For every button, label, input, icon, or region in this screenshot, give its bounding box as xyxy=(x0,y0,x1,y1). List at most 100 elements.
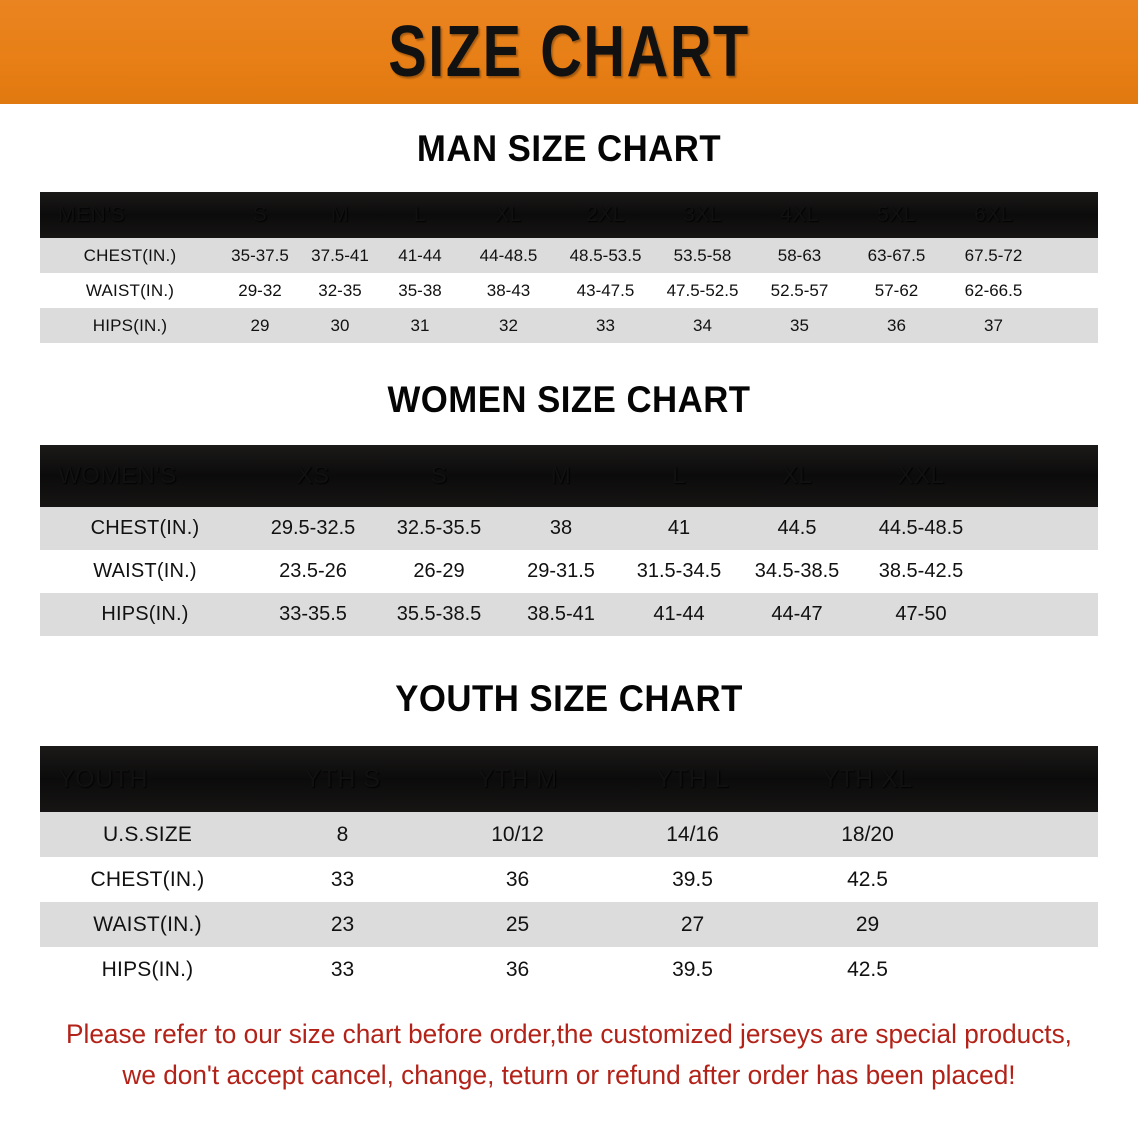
men-hips-4xl: 35 xyxy=(790,315,809,335)
youth-waist-spacer xyxy=(955,902,1098,947)
youth-size-header-s: YTH S xyxy=(304,764,381,793)
men-waist-l: 35-38 xyxy=(398,280,442,300)
youth-waist-xl: 29 xyxy=(855,912,880,936)
youth-ussize-l: 14/16 xyxy=(666,822,719,846)
women-waist-xl: 34.5-38.5 xyxy=(754,560,840,582)
men-waist-5xl: 57-62 xyxy=(874,280,919,300)
page-title: SIZE CHART xyxy=(388,12,750,92)
men-size-header-3xl: 3XL xyxy=(683,203,722,226)
men-chest-xl: 44-48.5 xyxy=(479,245,538,265)
youth-waist-s: 23 xyxy=(330,912,355,936)
men-waist-s: 29-32 xyxy=(238,280,282,300)
table-row: WAIST(IN.) 23 25 27 29 xyxy=(40,902,1098,947)
youth-chest-s: 33 xyxy=(330,867,355,891)
men-hips-m: 30 xyxy=(330,315,350,335)
table-row: HIPS(IN.) 33-35.5 35.5-38.5 38.5-41 41-4… xyxy=(40,593,1098,636)
men-size-header-xl: XL xyxy=(495,203,522,226)
youth-ussize-s: 8 xyxy=(336,822,349,846)
youth-size-header-xl: YTH XL xyxy=(822,764,913,793)
men-chest-5xl: 63-67.5 xyxy=(867,245,926,265)
men-size-header-6xl: 6XL xyxy=(974,203,1013,226)
table-row: WAIST(IN.) 29-32 32-35 35-38 38-43 43-47… xyxy=(40,273,1098,308)
women-hips-m: 38.5-41 xyxy=(527,603,595,625)
table-row: HIPS(IN.) 33 36 39.5 42.5 xyxy=(40,947,1098,992)
youth-size-table: YOUTH YTH S YTH M YTH L YTH XL U.S.SIZE … xyxy=(40,746,1098,992)
youth-waist-m: 25 xyxy=(505,912,530,936)
men-chest-m: 37.5-41 xyxy=(311,245,369,265)
youth-row-label-us-size: U.S.SIZE xyxy=(102,822,193,846)
order-policy-disclaimer: Please refer to our size chart before or… xyxy=(50,1014,1088,1096)
women-table-header-row: WOMEN'S XS S M L XL XXL xyxy=(40,445,1098,507)
men-header-label: MEN'S xyxy=(58,203,126,226)
men-hips-s: 29 xyxy=(250,315,270,335)
table-row: HIPS(IN.) 29 30 31 32 33 34 35 36 37 xyxy=(40,308,1098,343)
table-row: CHEST(IN.) 33 36 39.5 42.5 xyxy=(40,857,1098,902)
women-waist-xs: 23.5-26 xyxy=(279,560,347,582)
men-chest-s: 35-37.5 xyxy=(231,245,289,265)
table-row: WAIST(IN.) 23.5-26 26-29 29-31.5 31.5-34… xyxy=(40,550,1098,593)
men-hips-spacer xyxy=(1042,308,1098,343)
youth-hips-s: 33 xyxy=(330,957,355,981)
men-waist-xl: 38-43 xyxy=(486,280,531,300)
men-hips-2xl: 33 xyxy=(596,315,615,335)
youth-row-label-waist: WAIST(IN.) xyxy=(93,912,202,936)
men-header-spacer xyxy=(1042,192,1098,238)
women-waist-s: 26-29 xyxy=(413,560,465,582)
men-table-header-row: MEN'S S M L XL 2XL 3XL 4XL 5XL 6XL xyxy=(40,192,1098,238)
men-chest-spacer xyxy=(1042,238,1098,273)
men-waist-spacer xyxy=(1042,273,1098,308)
women-size-header-xs: XS xyxy=(296,462,330,489)
women-hips-s: 35.5-38.5 xyxy=(396,603,482,625)
men-size-header-5xl: 5XL xyxy=(877,203,916,226)
women-size-section: WOMEN SIZE CHART WOMEN'S XS S M L XL XXL… xyxy=(0,379,1138,636)
women-size-header-xxl: XXL xyxy=(897,462,945,489)
youth-waist-l: 27 xyxy=(680,912,705,936)
men-waist-3xl: 47.5-52.5 xyxy=(666,280,739,300)
men-size-section: MAN SIZE CHART MEN'S S M L XL 2XL 3XL 4X… xyxy=(0,128,1138,343)
youth-header-spacer xyxy=(955,746,1098,812)
table-row: CHEST(IN.) 35-37.5 37.5-41 41-44 44-48.5… xyxy=(40,238,1098,273)
women-size-header-m: M xyxy=(550,462,572,489)
youth-chest-xl: 42.5 xyxy=(847,867,888,891)
women-chest-xxl: 44.5-48.5 xyxy=(878,517,964,539)
men-size-header-s: S xyxy=(252,203,268,226)
youth-size-header-l: YTH L xyxy=(655,764,730,793)
youth-row-label-chest: CHEST(IN.) xyxy=(90,867,205,891)
women-chest-xl: 44.5 xyxy=(777,517,817,539)
women-waist-xxl: 38.5-42.5 xyxy=(878,560,964,582)
youth-size-header-m: YTH M xyxy=(477,764,558,793)
women-hips-spacer xyxy=(986,593,1098,636)
youth-chest-l: 39.5 xyxy=(672,867,713,891)
youth-ussize-xl: 18/20 xyxy=(841,822,894,846)
men-row-label-chest: CHEST(IN.) xyxy=(83,245,177,265)
women-row-label-hips: HIPS(IN.) xyxy=(101,603,189,625)
men-waist-2xl: 43-47.5 xyxy=(576,280,635,300)
women-chest-spacer xyxy=(986,507,1098,550)
men-hips-3xl: 34 xyxy=(693,315,712,335)
men-chest-6xl: 67.5-72 xyxy=(964,245,1023,265)
women-waist-m: 29-31.5 xyxy=(527,560,595,582)
men-size-header-2xl: 2XL xyxy=(586,203,625,226)
youth-header-label: YOUTH xyxy=(58,764,148,793)
youth-size-section: YOUTH SIZE CHART YOUTH YTH S YTH M YTH L… xyxy=(0,678,1138,992)
women-size-header-l: L xyxy=(672,462,686,489)
women-chest-m: 38 xyxy=(549,517,573,539)
women-chest-s: 32.5-35.5 xyxy=(396,517,482,539)
women-size-header-s: S xyxy=(430,462,448,489)
women-hips-l: 41-44 xyxy=(653,603,705,625)
women-hips-xl: 44-47 xyxy=(771,603,823,625)
women-row-label-chest: CHEST(IN.) xyxy=(90,517,200,539)
disclaimer-line-1: Please refer to our size chart before or… xyxy=(66,1019,1072,1049)
women-row-label-waist: WAIST(IN.) xyxy=(93,560,197,582)
men-hips-6xl: 37 xyxy=(984,315,1003,335)
men-waist-6xl: 62-66.5 xyxy=(964,280,1023,300)
men-size-table: MEN'S S M L XL 2XL 3XL 4XL 5XL 6XL CHEST… xyxy=(40,192,1098,343)
men-chest-l: 41-44 xyxy=(398,245,442,265)
women-hips-xxl: 47-50 xyxy=(895,603,947,625)
youth-hips-xl: 42.5 xyxy=(847,957,888,981)
women-header-label: WOMEN'S xyxy=(58,462,177,489)
table-row: CHEST(IN.) 29.5-32.5 32.5-35.5 38 41 44.… xyxy=(40,507,1098,550)
men-row-label-hips: HIPS(IN.) xyxy=(92,315,168,335)
youth-ussize-m: 10/12 xyxy=(491,822,544,846)
men-chest-3xl: 53.5-58 xyxy=(673,245,732,265)
